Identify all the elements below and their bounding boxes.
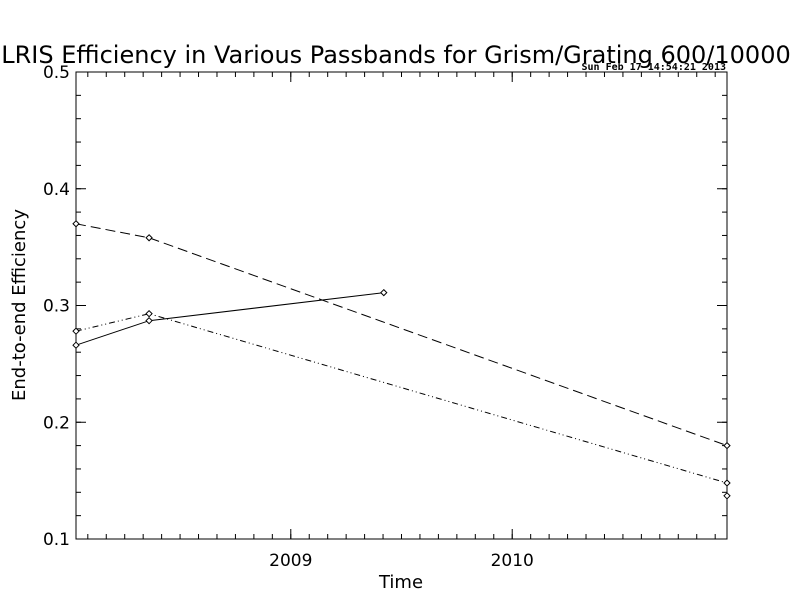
x-tick-label: 2010 (491, 551, 534, 571)
data-point-marker (72, 341, 80, 349)
y-tick-label: 0.3 (43, 297, 70, 317)
data-point-marker (72, 220, 80, 228)
data-point-marker (723, 479, 731, 487)
series-1 (72, 288, 388, 349)
series-2 (72, 220, 731, 450)
series-line (75, 292, 384, 346)
timestamp-label: Sun Feb 17 14:54:21 2013 (582, 62, 727, 73)
series-line (75, 313, 728, 484)
x-axis-label: Time (378, 572, 423, 593)
tick-labels: 0.1 0.2 0.3 0.4 0.5 2009 2010 (43, 63, 534, 571)
series-line (75, 223, 728, 447)
y-tick-label: 0.2 (43, 413, 70, 433)
y-tick-label: 0.4 (43, 180, 70, 200)
series-3 (72, 309, 731, 487)
chart-title: LRIS Efficiency in Various Passbands for… (1, 41, 790, 69)
x-tick-label: 2009 (269, 551, 312, 571)
series-layer (72, 220, 731, 500)
y-tick-label: 0.5 (43, 63, 70, 83)
data-point-marker (145, 309, 153, 318)
axis-ticks (76, 71, 727, 540)
y-axis-label: End-to-end Efficiency (9, 209, 30, 401)
data-point-marker (723, 441, 731, 450)
series-4 (723, 492, 731, 500)
data-point-marker (723, 492, 731, 500)
data-point-marker (145, 234, 153, 242)
data-point-marker (145, 316, 153, 325)
data-point-marker (380, 288, 388, 297)
plot-frame (75, 71, 728, 540)
y-tick-label: 0.1 (43, 530, 70, 550)
data-point-marker (72, 327, 80, 335)
